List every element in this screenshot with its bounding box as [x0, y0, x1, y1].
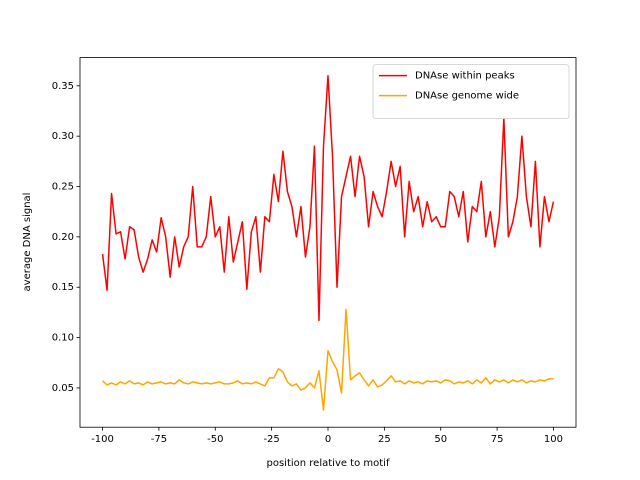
x-tick-label: -75 [151, 434, 167, 445]
legend-label: DNAse within peaks [415, 71, 515, 82]
y-tick-label: 0.30 [52, 131, 74, 142]
y-tick-label: 0.35 [52, 81, 74, 92]
y-tick-label: 0.25 [52, 182, 74, 193]
x-axis-label: position relative to motif [267, 458, 390, 469]
x-tick-label: 75 [491, 434, 504, 445]
x-tick-label: 100 [544, 434, 563, 445]
x-tick-label: 25 [378, 434, 391, 445]
legend-box [372, 64, 570, 119]
series-line [101, 74, 555, 322]
y-tick-label: 0.20 [52, 232, 74, 243]
series-line [102, 308, 554, 411]
plot-frame [79, 57, 577, 428]
x-tick-label: -50 [207, 434, 223, 445]
y-tick-label: 0.05 [52, 383, 74, 394]
y-axis-label: average DNA signal [22, 193, 33, 292]
x-tick-label: 50 [434, 434, 447, 445]
legend-label: DNAse genome wide [415, 91, 519, 102]
x-tick-label: 0 [325, 434, 331, 445]
x-tick-label: -100 [91, 434, 114, 445]
y-tick-label: 0.15 [52, 282, 74, 293]
y-tick-label: 0.10 [52, 333, 74, 344]
x-tick-label: -25 [263, 434, 279, 445]
